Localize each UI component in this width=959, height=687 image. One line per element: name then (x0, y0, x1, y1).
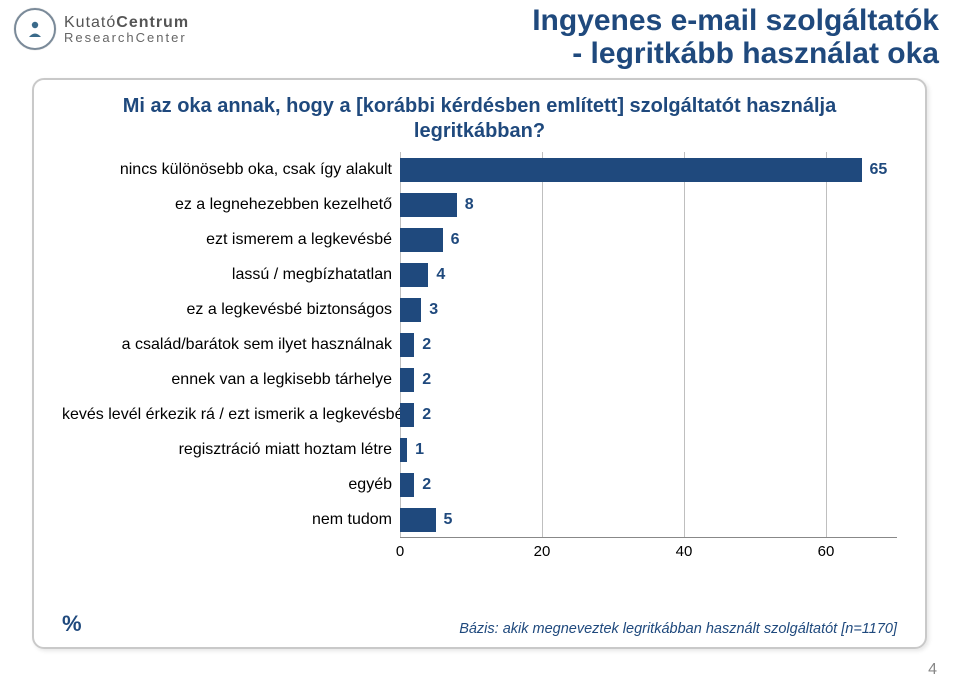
category-label: ez a legnehezebben kezelhető (62, 196, 400, 214)
grid-line (826, 152, 827, 537)
grid-line (684, 152, 685, 537)
category-label: egyéb (62, 476, 400, 494)
grid-line (542, 152, 543, 537)
percent-symbol: % (62, 611, 82, 637)
category-label: a család/barátok sem ilyet használnak (62, 336, 400, 354)
bar (400, 263, 428, 287)
bar-value-label: 2 (422, 476, 431, 494)
bar (400, 158, 862, 182)
chart-x-axis: 0204060 (400, 537, 897, 564)
logo-line1-bold: Centrum (116, 14, 189, 31)
logo-line2-bold: Center (136, 30, 187, 45)
title-line1: Ingyenes e-mail szolgáltatók (532, 4, 939, 37)
x-tick-label: 20 (534, 543, 551, 560)
x-tick-label: 0 (396, 543, 404, 560)
category-label: kevés levél érkezik rá / ezt ismerik a l… (62, 406, 400, 424)
reasons-chart: nincs különösebb oka, csak így alakult ez… (62, 152, 897, 572)
bar-value-label: 4 (436, 266, 445, 284)
category-label: regisztráció miatt hoztam létre (62, 441, 400, 459)
bar-value-label: 3 (429, 301, 438, 319)
basis-text: Bázis: akik megneveztek legritkábban has… (459, 621, 897, 637)
bar-value-label: 2 (422, 371, 431, 389)
logo-line2-prefix: Research (64, 30, 136, 45)
category-label: nem tudom (62, 511, 400, 529)
content-card: Mi az oka annak, hogy a [korábbi kérdésb… (32, 78, 927, 649)
category-label: nincs különösebb oka, csak így alakult (62, 161, 400, 179)
bar (400, 438, 407, 462)
category-label: ez a legkevésbé biztonságos (62, 301, 400, 319)
page-title: Ingyenes e-mail szolgáltatók - legritkáb… (532, 4, 939, 70)
bar (400, 193, 457, 217)
bar-value-label: 1 (415, 441, 424, 459)
logo-text: KutatóCentrum ResearchCenter (64, 15, 189, 44)
bar-value-label: 65 (870, 161, 888, 179)
logo-line1-prefix: Kutató (64, 14, 116, 31)
bar (400, 228, 443, 252)
bar (400, 473, 414, 497)
bar-value-label: 2 (422, 406, 431, 424)
bar (400, 333, 414, 357)
bar (400, 298, 421, 322)
bar-value-label: 5 (444, 511, 453, 529)
logo: KutatóCentrum ResearchCenter (14, 8, 189, 50)
bar (400, 508, 436, 532)
x-tick-label: 60 (818, 543, 835, 560)
page-number: 4 (928, 661, 937, 679)
category-label: ennek van a legkisebb tárhelye (62, 371, 400, 389)
logo-icon (14, 8, 56, 50)
x-tick-label: 40 (676, 543, 693, 560)
card-footer: % Bázis: akik megneveztek legritkábban h… (62, 611, 897, 637)
bar (400, 403, 414, 427)
bar-value-label: 6 (451, 231, 460, 249)
title-line2: - legritkább használat oka (532, 37, 939, 70)
question-text: Mi az oka annak, hogy a [korábbi kérdésb… (62, 94, 897, 144)
chart-plot-area: 658643222125 (400, 152, 897, 537)
bar-value-label: 2 (422, 336, 431, 354)
category-label: lassú / megbízhatatlan (62, 266, 400, 284)
header: KutatóCentrum ResearchCenter Ingyenes e-… (0, 0, 959, 68)
bar (400, 368, 414, 392)
category-label: ezt ismerem a legkevésbé (62, 231, 400, 249)
bar-value-label: 8 (465, 196, 474, 214)
